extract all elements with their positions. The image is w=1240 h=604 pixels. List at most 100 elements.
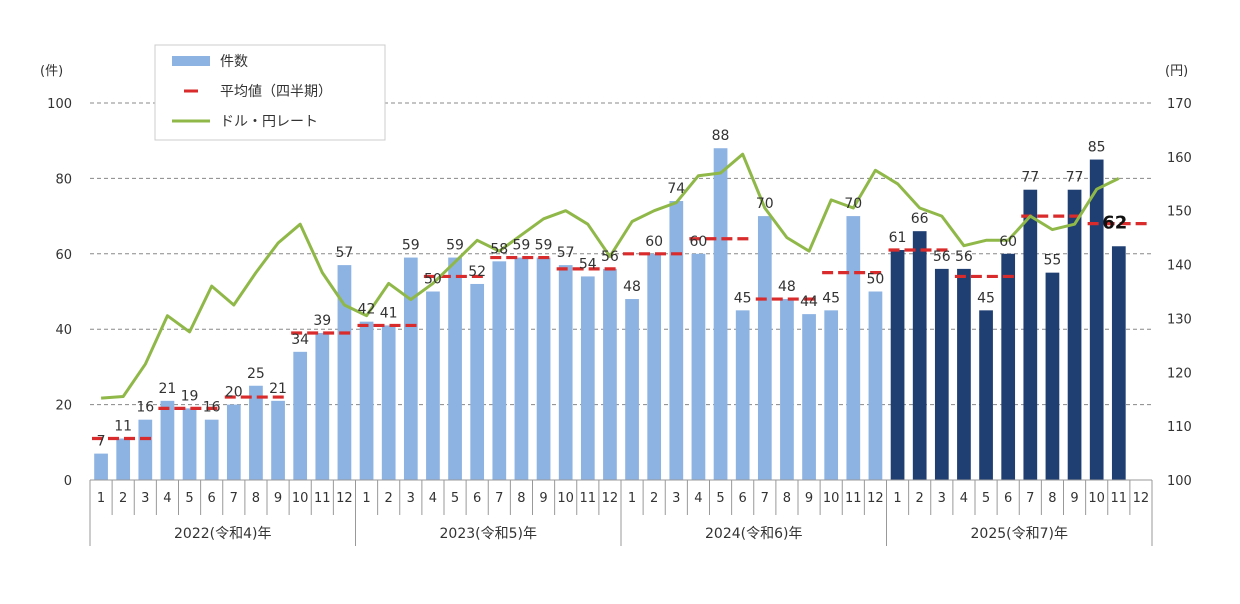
bar-value-label: 77 xyxy=(1021,170,1039,186)
month-tick-label: 4 xyxy=(429,491,437,506)
bar xyxy=(470,283,485,480)
bar-value-label: 52 xyxy=(468,264,486,280)
bar xyxy=(735,310,750,480)
bar xyxy=(846,216,861,480)
bar xyxy=(890,250,905,480)
bar xyxy=(1045,272,1060,480)
right-axis-tick-label: 170 xyxy=(1167,97,1192,112)
month-tick-label: 11 xyxy=(845,491,862,506)
month-tick-label: 6 xyxy=(473,491,481,506)
month-tick-label: 2 xyxy=(385,491,393,506)
bar-value-label: 60 xyxy=(999,234,1017,250)
bar xyxy=(160,400,175,480)
bar-value-label: 70 xyxy=(844,196,862,212)
month-tick-label: 6 xyxy=(208,491,216,506)
legend-label-bars: 件数 xyxy=(220,54,248,70)
bar xyxy=(94,453,108,480)
month-tick-label: 7 xyxy=(495,491,503,506)
bar xyxy=(979,310,993,480)
bar-value-label: 21 xyxy=(269,381,287,397)
left-axis-tick-label: 0 xyxy=(64,474,72,489)
month-tick-label: 3 xyxy=(672,491,680,506)
bar-value-label: 44 xyxy=(800,294,818,310)
month-tick-label: 4 xyxy=(163,491,171,506)
bar-value-label: 59 xyxy=(513,238,531,254)
rate-line xyxy=(100,152,1120,400)
bar xyxy=(182,408,197,480)
bar xyxy=(558,265,573,480)
month-tick-label: 7 xyxy=(1026,491,1034,506)
month-tick-label: 5 xyxy=(185,491,193,506)
bar xyxy=(691,253,706,480)
bar-value-label: 45 xyxy=(822,290,840,306)
month-tick-label: 2 xyxy=(916,491,924,506)
bar xyxy=(1089,159,1104,481)
bar-value-label: 59 xyxy=(402,238,420,254)
right-axis-tick-label: 150 xyxy=(1167,205,1192,220)
left-axis-tick-label: 40 xyxy=(55,323,72,338)
bar-value-label: 58 xyxy=(490,241,508,257)
bar xyxy=(912,231,927,480)
month-tick-label: 4 xyxy=(960,491,968,506)
bar-value-label: 50 xyxy=(424,272,442,288)
bar-value-label: 88 xyxy=(712,128,730,144)
bar-value-label: 61 xyxy=(889,230,907,246)
month-tick-label: 7 xyxy=(761,491,769,506)
bar-value-label: 19 xyxy=(181,388,199,404)
gridlines xyxy=(90,102,1152,406)
bar-value-label: 56 xyxy=(601,249,619,265)
month-tick-label: 10 xyxy=(292,491,309,506)
axes: (件) (円) 02040608010010011012013014015016… xyxy=(40,64,1192,546)
bar-value-label: 45 xyxy=(977,290,995,306)
month-tick-label: 8 xyxy=(517,491,525,506)
month-tick-label: 6 xyxy=(1004,491,1012,506)
month-tick-label: 1 xyxy=(362,491,370,506)
bar xyxy=(448,257,462,480)
month-tick-label: 5 xyxy=(716,491,724,506)
bar xyxy=(868,291,883,480)
bar xyxy=(1111,246,1126,480)
rate-line-group xyxy=(100,152,1120,400)
bar-value-label: 45 xyxy=(734,290,752,306)
left-axis-tick-label: 100 xyxy=(47,97,72,112)
right-axis-unit: (円) xyxy=(1165,64,1188,79)
month-tick-label: 5 xyxy=(451,491,459,506)
bar xyxy=(1001,253,1016,480)
average-dashes xyxy=(92,214,1150,441)
month-tick-label: 9 xyxy=(805,491,813,506)
month-tick-label: 5 xyxy=(982,491,990,506)
month-tick-label: 1 xyxy=(628,491,636,506)
month-tick-label: 12 xyxy=(867,491,884,506)
month-tick-label: 4 xyxy=(694,491,702,506)
bar-value-label: 56 xyxy=(955,249,973,265)
bar-value-label: 59 xyxy=(446,238,464,254)
right-axis-tick-label: 100 xyxy=(1167,474,1192,489)
bar xyxy=(293,351,308,480)
bar-value-label: 85 xyxy=(1088,140,1106,156)
month-tick-label: 8 xyxy=(1048,491,1056,506)
bar xyxy=(359,321,374,480)
bar xyxy=(1067,189,1082,480)
bar xyxy=(514,257,529,480)
bar xyxy=(647,253,662,480)
bar-value-label: 62 xyxy=(1102,212,1127,233)
bar xyxy=(580,276,595,480)
bar xyxy=(381,325,396,480)
bar xyxy=(669,201,684,480)
right-axis-tick-label: 130 xyxy=(1167,312,1192,327)
month-tick-label: 1 xyxy=(97,491,105,506)
year-label: 2023(令和5)年 xyxy=(440,526,537,542)
bar xyxy=(337,265,352,480)
bar-value-label: 20 xyxy=(225,385,243,401)
legend-label-average: 平均値（四半期） xyxy=(220,84,332,100)
month-tick-label: 12 xyxy=(1133,491,1150,506)
bar-value-label: 77 xyxy=(1066,170,1084,186)
bar xyxy=(403,257,418,480)
year-label: 2022(令和4)年 xyxy=(174,526,271,542)
bar-value-label: 59 xyxy=(535,238,553,254)
month-tick-label: 9 xyxy=(274,491,282,506)
month-tick-label: 8 xyxy=(252,491,260,506)
legend-swatch-bars xyxy=(172,56,210,66)
